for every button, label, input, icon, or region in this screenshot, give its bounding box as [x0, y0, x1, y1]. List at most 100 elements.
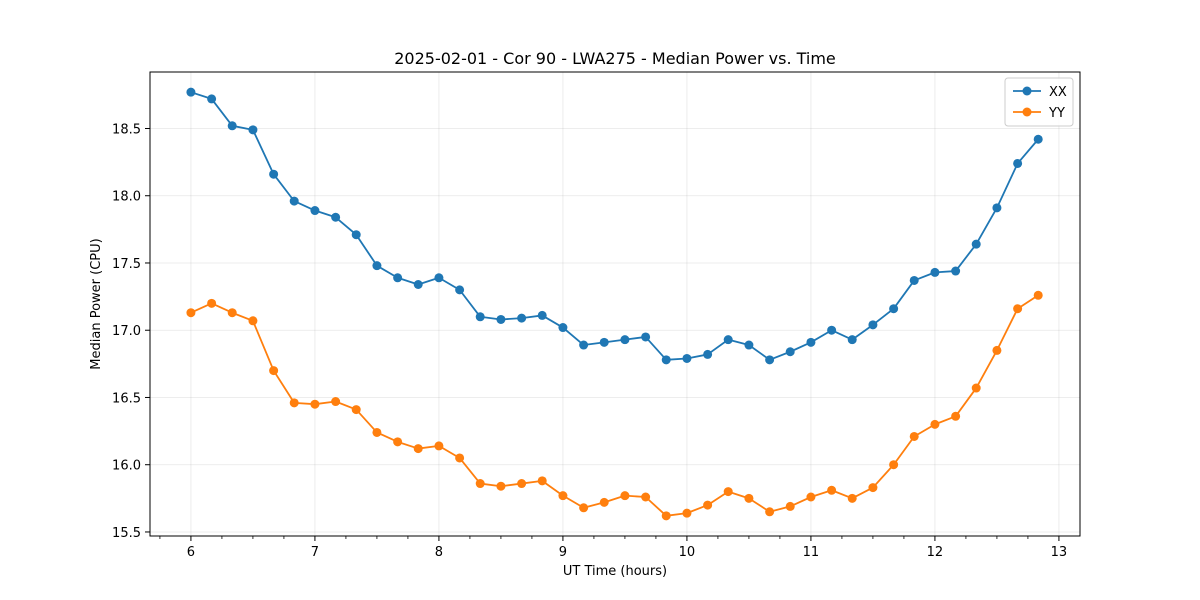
data-point-xx	[393, 273, 403, 283]
data-point-xx	[930, 267, 940, 277]
data-point-xx	[620, 335, 630, 345]
legend-label-xx: XX	[1049, 85, 1067, 100]
data-point-xx	[517, 313, 527, 323]
y-tick-label: 17.5	[112, 257, 141, 272]
data-point-xx	[579, 340, 589, 350]
y-tick-label: 16.0	[112, 459, 141, 474]
data-point-yy	[992, 345, 1002, 355]
grid	[150, 72, 1080, 536]
data-point-xx	[434, 273, 444, 283]
data-point-xx	[207, 94, 217, 104]
data-point-yy	[413, 444, 423, 454]
data-point-xx	[682, 353, 692, 363]
data-point-xx	[661, 355, 671, 365]
data-point-yy	[785, 501, 795, 511]
data-point-xx	[992, 203, 1002, 213]
legend-label-yy: YY	[1048, 106, 1065, 121]
plot-frame	[149, 71, 1081, 537]
data-point-yy	[207, 298, 217, 308]
data-point-yy	[579, 503, 589, 513]
legend-swatch-marker-xx	[1022, 86, 1032, 96]
data-point-yy	[744, 493, 754, 503]
data-point-xx	[496, 314, 506, 324]
data-point-yy	[723, 487, 733, 497]
data-point-yy	[331, 397, 341, 407]
x-tick-label: 10	[679, 545, 696, 560]
data-point-yy	[517, 479, 527, 489]
data-point-xx	[723, 335, 733, 345]
data-point-yy	[455, 453, 465, 463]
data-point-xx	[703, 349, 713, 359]
data-point-xx	[765, 355, 775, 365]
data-point-xx	[806, 337, 816, 347]
data-point-xx	[785, 347, 795, 357]
data-point-xx	[909, 275, 919, 285]
data-point-xx	[1013, 158, 1023, 168]
data-point-xx	[227, 121, 237, 131]
data-point-yy	[434, 441, 444, 451]
data-point-xx	[1033, 134, 1043, 144]
data-point-yy	[269, 366, 279, 376]
x-tick-label: 13	[1051, 545, 1068, 560]
data-point-yy	[661, 511, 671, 521]
legend-swatch-marker-yy	[1022, 107, 1032, 117]
data-point-xx	[744, 340, 754, 350]
x-tick-label: 8	[435, 545, 443, 560]
ticks: 6 7 8 9 10 11 12 13 15.5 16.0 16.5 17.0 17.5 18.0 18.5	[112, 122, 1067, 560]
data-point-yy	[868, 483, 878, 493]
data-point-yy	[889, 460, 899, 470]
data-point-yy	[475, 479, 485, 489]
data-point-xx	[847, 335, 857, 345]
data-point-yy	[971, 383, 981, 393]
data-point-xx	[413, 279, 423, 289]
data-point-xx	[641, 332, 651, 342]
data-point-xx	[351, 230, 361, 240]
y-tick-label: 18.0	[112, 190, 141, 205]
data-point-yy	[227, 308, 237, 318]
data-point-xx	[537, 310, 547, 320]
data-point-yy	[248, 316, 258, 326]
y-axis-label: Median Power (CPU)	[89, 238, 104, 369]
data-point-xx	[827, 325, 837, 335]
data-point-xx	[868, 320, 878, 330]
data-point-yy	[620, 491, 630, 501]
x-tick-label: 7	[311, 545, 319, 560]
data-point-yy	[847, 493, 857, 503]
data-point-yy	[641, 492, 651, 502]
data-point-xx	[331, 212, 341, 222]
y-tick-label: 18.5	[112, 122, 141, 137]
data-point-yy	[558, 491, 568, 501]
data-point-yy	[351, 405, 361, 415]
data-point-yy	[496, 481, 506, 491]
data-point-xx	[889, 304, 899, 314]
data-point-yy	[372, 427, 382, 437]
data-point-xx	[248, 125, 258, 135]
data-point-yy	[909, 431, 919, 441]
data-point-yy	[951, 411, 961, 421]
data-point-yy	[289, 398, 299, 408]
data-point-yy	[1013, 304, 1023, 314]
data-point-xx	[558, 323, 568, 333]
data-point-xx	[269, 169, 279, 179]
data-point-xx	[455, 285, 465, 295]
data-point-yy	[703, 500, 713, 510]
legend-box	[1004, 77, 1074, 127]
data-point-xx	[289, 196, 299, 206]
y-tick-label: 16.5	[112, 391, 141, 406]
data-point-yy	[930, 419, 940, 429]
data-point-yy	[682, 508, 692, 518]
y-tick-label: 15.5	[112, 526, 141, 541]
x-tick-label: 9	[559, 545, 567, 560]
x-tick-label: 12	[927, 545, 944, 560]
x-tick-label: 6	[187, 545, 195, 560]
y-tick-label: 17.0	[112, 324, 141, 339]
data-point-yy	[827, 485, 837, 495]
chart-title: 2025-02-01 - Cor 90 - LWA275 - Median Po…	[394, 49, 836, 68]
data-point-xx	[599, 337, 609, 347]
data-point-yy	[599, 497, 609, 507]
data-point-yy	[393, 437, 403, 447]
x-tick-label: 11	[803, 545, 820, 560]
series-layer	[186, 87, 1043, 521]
